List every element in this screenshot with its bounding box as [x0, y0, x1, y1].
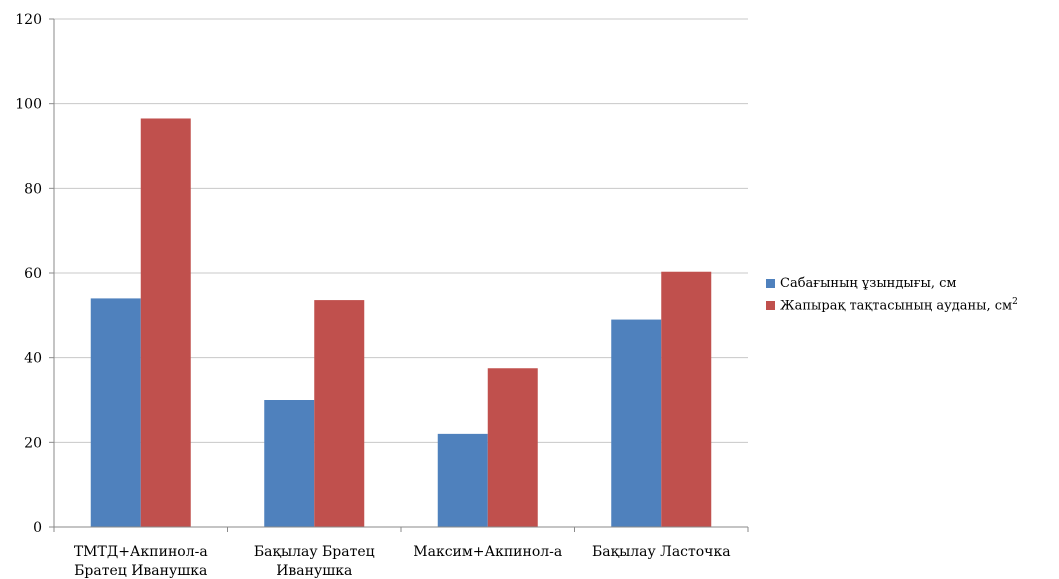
- legend-item-leaf-area: Жапырақ тақтасының ауданы, см2: [766, 294, 1018, 316]
- x-tick-label-0-line-1: Братец Иванушка: [74, 563, 207, 579]
- x-tick-label-0: ТМТД+Акпинол-а Братец Иванушка: [74, 544, 208, 579]
- x-tick-label-2-line-0: Максим+Акпинол-а: [413, 544, 562, 560]
- x-tick-label-2: Максим+Акпинол-а: [413, 544, 562, 560]
- y-tick-label-100: 100: [15, 97, 42, 113]
- x-tick-label-3: Бақылау Ласточка: [592, 544, 731, 560]
- y-tick-label-0: 0: [33, 520, 42, 536]
- y-tick-label-80: 80: [24, 181, 42, 197]
- legend-swatch-leaf-area: [766, 300, 775, 310]
- y-tick-label-60: 60: [24, 266, 42, 282]
- axes: [49, 18, 749, 532]
- bar-series1-cat1: [314, 300, 365, 527]
- bar-series0-cat0: [90, 298, 141, 527]
- y-tick-label-20: 20: [24, 435, 42, 451]
- x-tick-label-3-line-0: Бақылау Ласточка: [592, 544, 731, 560]
- legend-item-stem-length: Сабағының ұзындығы, см: [766, 272, 1018, 294]
- legend-swatch-stem-length: [766, 278, 775, 288]
- x-tick-label-1-line-0: Бақылау Братец: [254, 544, 375, 560]
- bar-series1-cat2: [487, 368, 538, 527]
- bar-series1-cat3: [661, 271, 712, 527]
- bar-series0-cat3: [611, 319, 662, 527]
- legend-label-leaf-area: Жапырақ тақтасының ауданы, см2: [780, 297, 1018, 313]
- bars: [90, 118, 712, 527]
- y-tick-label-40: 40: [24, 351, 42, 367]
- legend-label-leaf-area-text: Жапырақ тақтасының ауданы, см: [780, 298, 1013, 314]
- legend-label-stem-length: Сабағының ұзындығы, см: [780, 275, 957, 291]
- y-tick-labels: 0 20 40 60 80 100 120: [15, 12, 42, 536]
- bar-series1-cat0: [140, 118, 191, 527]
- legend-label-leaf-area-superscript: 2: [1012, 296, 1018, 307]
- x-tick-label-1-line-1: Иванушка: [276, 563, 352, 579]
- x-tick-label-0-line-0: ТМТД+Акпинол-а: [74, 544, 208, 560]
- bar-series0-cat2: [437, 433, 488, 527]
- bar-series0-cat1: [264, 400, 315, 527]
- x-tick-labels: ТМТД+Акпинол-а Братец Иванушка Бақылау Бра…: [74, 544, 731, 579]
- legend: Сабағының ұзындығы, см Жапырақ тақтасыны…: [766, 272, 1018, 316]
- y-tick-label-120: 120: [15, 12, 42, 28]
- x-tick-label-1: Бақылау Братец Иванушка: [254, 544, 375, 579]
